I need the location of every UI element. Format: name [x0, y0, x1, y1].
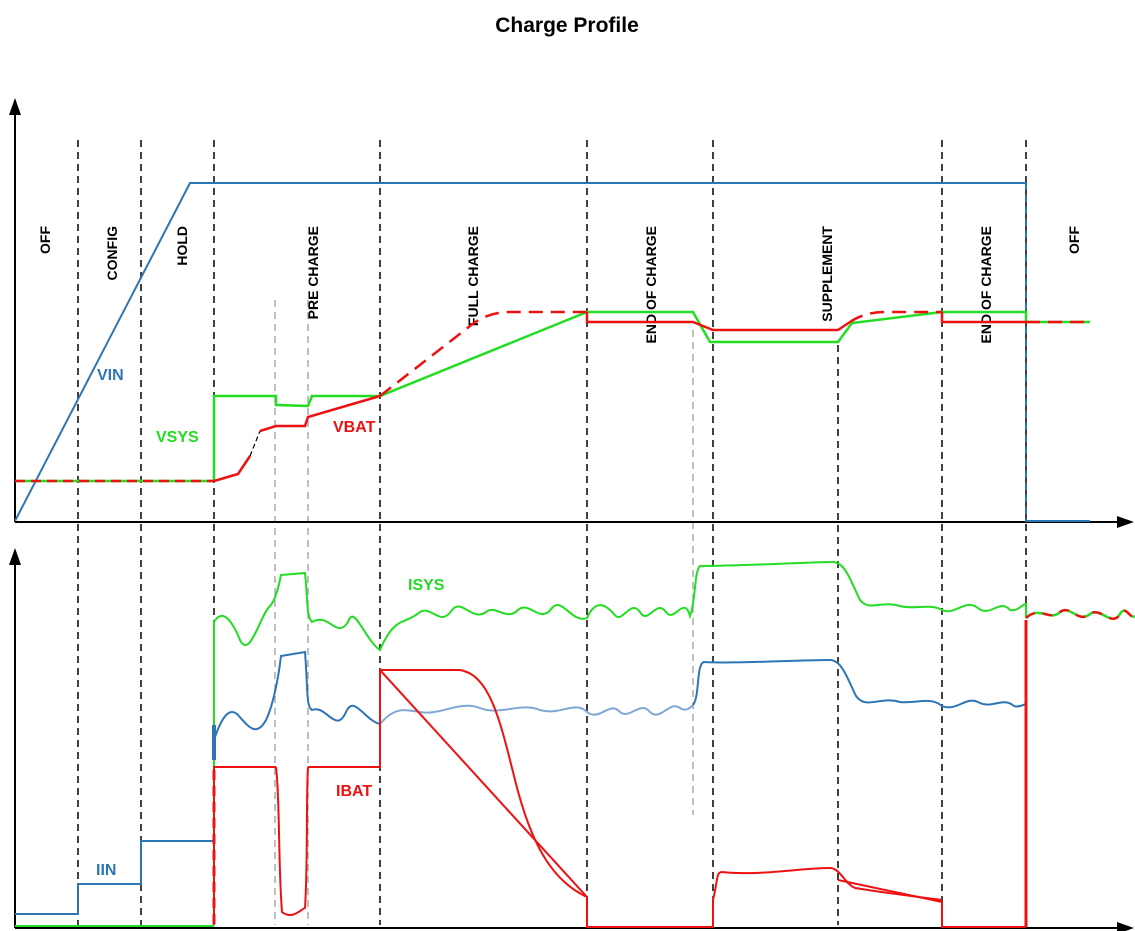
phase-label-precharge: PRE CHARGE — [305, 226, 321, 319]
iin-label: IIN — [96, 862, 116, 879]
ibat-label: IBAT — [336, 783, 372, 800]
event-lines — [274, 300, 839, 925]
chart-title: Charge Profile — [495, 14, 639, 37]
isys-trace — [213, 560, 1027, 925]
current-y-arrow — [9, 548, 21, 565]
voltage-x-arrow — [1117, 516, 1134, 528]
phase-label-supplement: SUPPLEMENT — [819, 226, 835, 322]
phase-label-eoc-2: END OF CHARGE — [978, 226, 994, 343]
isys-label: ISYS — [408, 577, 445, 594]
phase-label-off: OFF — [37, 226, 53, 254]
phase-label-off-2: OFF — [1066, 226, 1082, 254]
iin-trace — [15, 650, 1027, 925]
phase-dividers — [77, 140, 1027, 925]
isys-off-trace — [1025, 608, 1135, 621]
vin-label: VIN — [97, 367, 124, 384]
ibat-trace — [212, 620, 1028, 928]
vin-trace — [14, 182, 1090, 522]
current-x-arrow — [1117, 922, 1134, 931]
phase-labels: OFF CONFIG HOLD PRE CHARGE FULL CHARGE E… — [37, 226, 1082, 344]
voltage-y-arrow — [9, 98, 21, 115]
vsys-trace — [15, 310, 1090, 483]
phase-label-fullcharge: FULL CHARGE — [465, 226, 481, 326]
phase-label-hold: HOLD — [174, 226, 190, 266]
axes — [9, 98, 1134, 931]
vbat-label: VBAT — [333, 419, 376, 436]
phase-label-config: CONFIG — [104, 226, 120, 281]
vsys-label: VSYS — [156, 429, 199, 446]
vbat-trace — [15, 310, 1090, 483]
phase-label-eoc-1: END OF CHARGE — [643, 226, 659, 343]
